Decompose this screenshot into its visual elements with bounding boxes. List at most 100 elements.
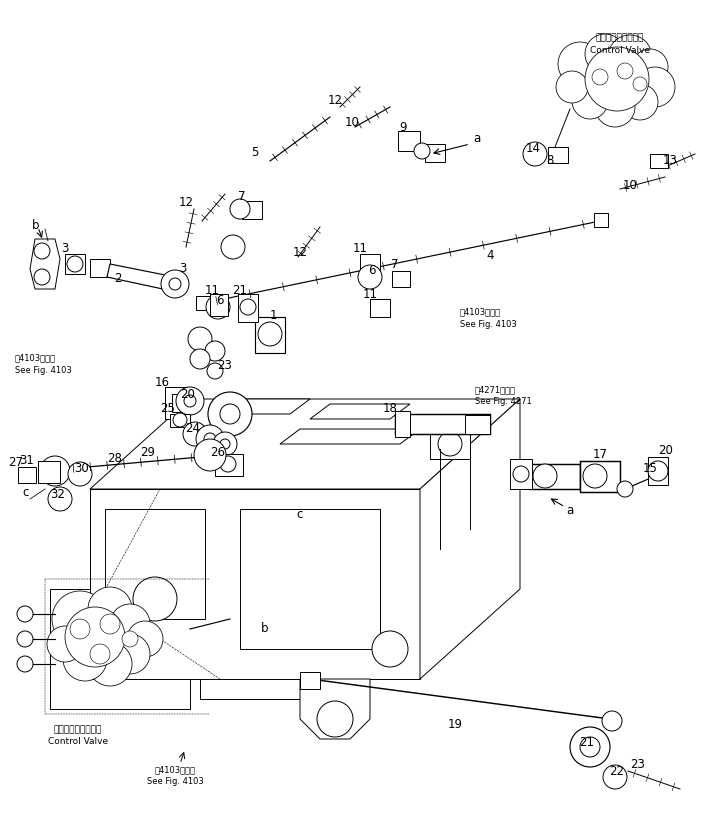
Polygon shape — [310, 405, 410, 420]
Circle shape — [608, 36, 652, 80]
Circle shape — [213, 432, 237, 456]
Bar — [38, 461, 60, 484]
Text: 6: 6 — [216, 293, 224, 306]
Circle shape — [88, 643, 132, 686]
Text: 18: 18 — [383, 401, 398, 414]
Circle shape — [592, 70, 608, 86]
Text: 17: 17 — [593, 448, 608, 461]
Circle shape — [523, 142, 547, 166]
Polygon shape — [580, 461, 620, 493]
Polygon shape — [170, 415, 190, 427]
Text: 11: 11 — [352, 241, 367, 254]
Text: 29: 29 — [140, 445, 155, 458]
Circle shape — [100, 614, 120, 634]
Circle shape — [558, 43, 602, 87]
Circle shape — [220, 405, 240, 425]
Bar — [105, 509, 205, 619]
Circle shape — [122, 631, 138, 647]
Text: a: a — [566, 503, 574, 516]
Circle shape — [161, 271, 189, 299]
Circle shape — [221, 236, 245, 260]
Circle shape — [513, 466, 529, 483]
Bar — [360, 255, 380, 272]
Text: 第4103図参照: 第4103図参照 — [15, 353, 56, 362]
Circle shape — [17, 657, 33, 672]
Circle shape — [585, 35, 625, 75]
Text: 6: 6 — [368, 263, 376, 277]
Text: 11: 11 — [204, 283, 220, 296]
Circle shape — [190, 349, 210, 369]
Polygon shape — [395, 415, 490, 435]
Circle shape — [617, 64, 633, 80]
Text: See Fig. 4103: See Fig. 4103 — [15, 365, 72, 374]
Text: 3: 3 — [61, 241, 69, 254]
Text: 1: 1 — [269, 308, 277, 321]
Bar — [594, 214, 608, 228]
Text: 12: 12 — [179, 195, 194, 209]
Text: c: c — [23, 485, 29, 498]
Bar — [238, 295, 258, 323]
Polygon shape — [65, 255, 85, 275]
Bar — [425, 145, 445, 163]
Circle shape — [88, 587, 132, 631]
Text: コントロールバルブ: コントロールバルブ — [596, 33, 644, 42]
Text: 12: 12 — [328, 94, 342, 106]
Text: 第4271図参照: 第4271図参照 — [475, 385, 516, 394]
Bar — [510, 460, 532, 489]
Circle shape — [173, 413, 187, 427]
Bar — [392, 272, 410, 287]
Circle shape — [533, 465, 557, 489]
Text: 20: 20 — [181, 388, 196, 401]
Circle shape — [70, 619, 90, 639]
Text: 25: 25 — [160, 401, 175, 414]
Circle shape — [207, 363, 223, 379]
Text: 13: 13 — [663, 153, 677, 166]
Circle shape — [133, 577, 177, 621]
Circle shape — [17, 631, 33, 647]
Circle shape — [230, 200, 250, 219]
Text: b: b — [32, 219, 40, 231]
Text: 10: 10 — [623, 178, 637, 191]
Circle shape — [110, 604, 150, 644]
Bar — [548, 148, 568, 164]
Text: 27: 27 — [9, 455, 23, 468]
Circle shape — [580, 737, 600, 757]
Polygon shape — [90, 489, 420, 679]
Bar — [196, 296, 210, 310]
Circle shape — [372, 631, 408, 667]
Circle shape — [603, 765, 627, 789]
Text: 8: 8 — [547, 153, 554, 166]
Bar — [370, 300, 390, 318]
Circle shape — [633, 78, 647, 92]
Circle shape — [34, 270, 50, 286]
Polygon shape — [90, 260, 110, 277]
Bar — [648, 457, 668, 485]
Polygon shape — [220, 400, 310, 415]
Polygon shape — [90, 400, 520, 489]
Polygon shape — [240, 509, 380, 649]
Circle shape — [583, 465, 607, 489]
Bar — [215, 455, 243, 476]
Circle shape — [317, 701, 353, 737]
Bar — [50, 590, 190, 709]
Text: 20: 20 — [659, 443, 674, 456]
Text: Control Valve: Control Valve — [48, 737, 108, 745]
Text: 4: 4 — [486, 248, 493, 261]
Text: b: b — [261, 621, 269, 633]
Circle shape — [194, 440, 226, 471]
Circle shape — [648, 461, 668, 481]
Text: 28: 28 — [108, 451, 123, 464]
Circle shape — [176, 388, 204, 416]
Circle shape — [48, 488, 72, 512]
Circle shape — [65, 607, 125, 667]
Text: c: c — [297, 508, 303, 521]
Circle shape — [63, 638, 107, 681]
Text: 16: 16 — [155, 375, 169, 388]
Circle shape — [127, 621, 163, 657]
Text: 2: 2 — [114, 272, 122, 284]
Text: 24: 24 — [186, 421, 201, 434]
Circle shape — [68, 463, 92, 486]
Circle shape — [220, 456, 236, 473]
Polygon shape — [300, 672, 320, 689]
Polygon shape — [430, 430, 470, 460]
